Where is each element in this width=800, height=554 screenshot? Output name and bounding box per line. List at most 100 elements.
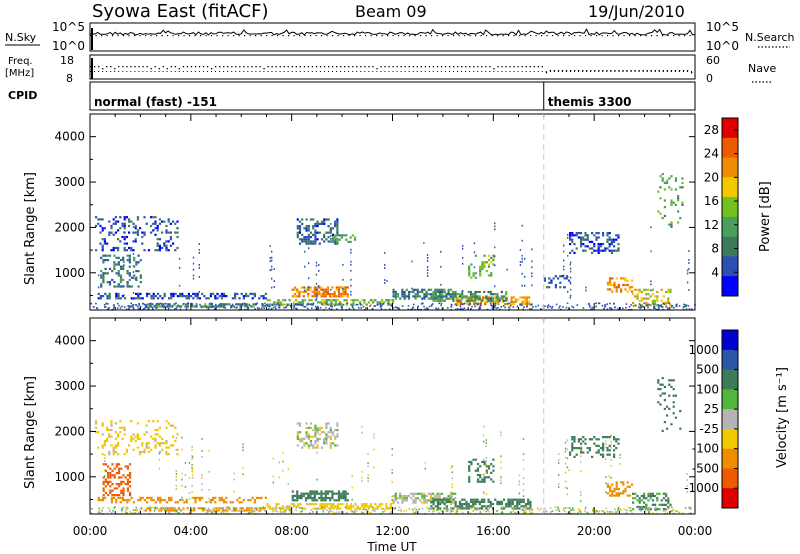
rti-speckle [563,510,566,513]
rti-cell [345,505,348,508]
rti-streak [404,297,406,300]
nave-point [650,71,652,72]
rti-cell [345,238,348,241]
rti-speckle [166,306,169,308]
rti-cell [631,286,634,289]
rti-cell [575,234,578,237]
rti-cell [613,281,616,284]
rti-speckle [182,507,185,510]
nave-point [380,71,382,72]
y-tick-label: 3000 [54,175,85,189]
rti-speckle [625,512,628,514]
rti-streak [450,497,452,499]
rti-speckle [173,506,175,509]
rti-cell [165,240,168,243]
rti-cell [573,440,576,443]
freq-point [194,66,197,68]
rti-cell [158,305,161,308]
rti-streak [384,267,386,269]
rti-cell [588,449,591,452]
rti-cell [114,246,117,250]
rti-speckle [247,512,250,514]
rti-cell [319,503,322,506]
rti-cell [308,299,311,302]
freq-point [94,66,96,68]
rti-speckle [212,305,214,308]
rti-speckle [113,304,115,306]
rti-cell [350,507,353,510]
rti-cell [645,497,648,500]
rti-streak [558,486,560,488]
rti-cell [154,295,157,298]
nsearch-point [90,35,92,37]
rti-cell [293,293,297,296]
rti-speckle [158,509,161,512]
rti-speckle [639,307,641,310]
rti-cell [139,453,142,456]
rti-speckle [178,305,181,307]
rti-streak [391,496,393,498]
rti-streak [178,257,181,260]
rti-streak [440,265,442,268]
rti-cell [212,292,215,295]
rti-speckle [480,302,482,305]
rti-streak [558,483,560,485]
rti-speckle [331,507,334,509]
nave-point [457,71,458,72]
rti-cell [443,288,446,291]
rti-cell [436,507,440,510]
rti-cell [626,481,629,484]
rti-cell [502,498,506,501]
rti-cell [298,494,301,497]
rti-cell [107,480,110,483]
rti-speckle [616,511,619,513]
nsearch-point [233,35,235,37]
rti-cell [343,234,346,237]
rti-cell [318,290,321,293]
rti-cell [129,480,132,483]
freq-point [360,66,362,68]
nave-point [606,71,608,72]
rti-speckle [325,306,327,309]
rti-speckle [263,307,265,309]
rti-speckle [450,508,452,510]
power-colorbar-swatch [722,216,738,238]
rti-streak [367,477,369,479]
rti-speckle [137,512,140,514]
nave-point [449,71,450,72]
rti-cell [334,220,337,223]
rti-cell [298,229,302,232]
rti-cell [586,245,589,248]
nave-point [598,71,600,72]
rti-streak [391,448,393,450]
rti-cell [176,246,179,250]
rti-cell [597,438,600,441]
nave-point [686,71,688,72]
rti-cell [434,494,437,498]
rti-cell [626,290,629,293]
rti-cell [436,297,440,300]
rti-cell [615,238,618,241]
rti-cell [154,249,157,252]
rti-speckle [331,305,333,308]
rti-cell [643,497,646,500]
rti-cell [331,431,335,434]
rti-cell [412,295,415,298]
freq-point [291,66,293,68]
rti-cell [656,297,659,300]
nave-point [432,71,434,72]
rti-speckle [359,302,362,305]
rti-cell [152,437,155,440]
rti-speckle [230,306,233,308]
rti-speckle [210,509,212,512]
rti-speckle [315,507,318,510]
rti-cell [336,229,339,232]
rti-cell [291,497,294,500]
rti-cell [356,505,359,508]
rti-cell [134,238,137,241]
rti-speckle [214,308,216,310]
rti-speckle [586,511,589,514]
rti-cell [476,290,479,294]
rti-cell [305,435,308,438]
rti-cell [185,499,188,502]
